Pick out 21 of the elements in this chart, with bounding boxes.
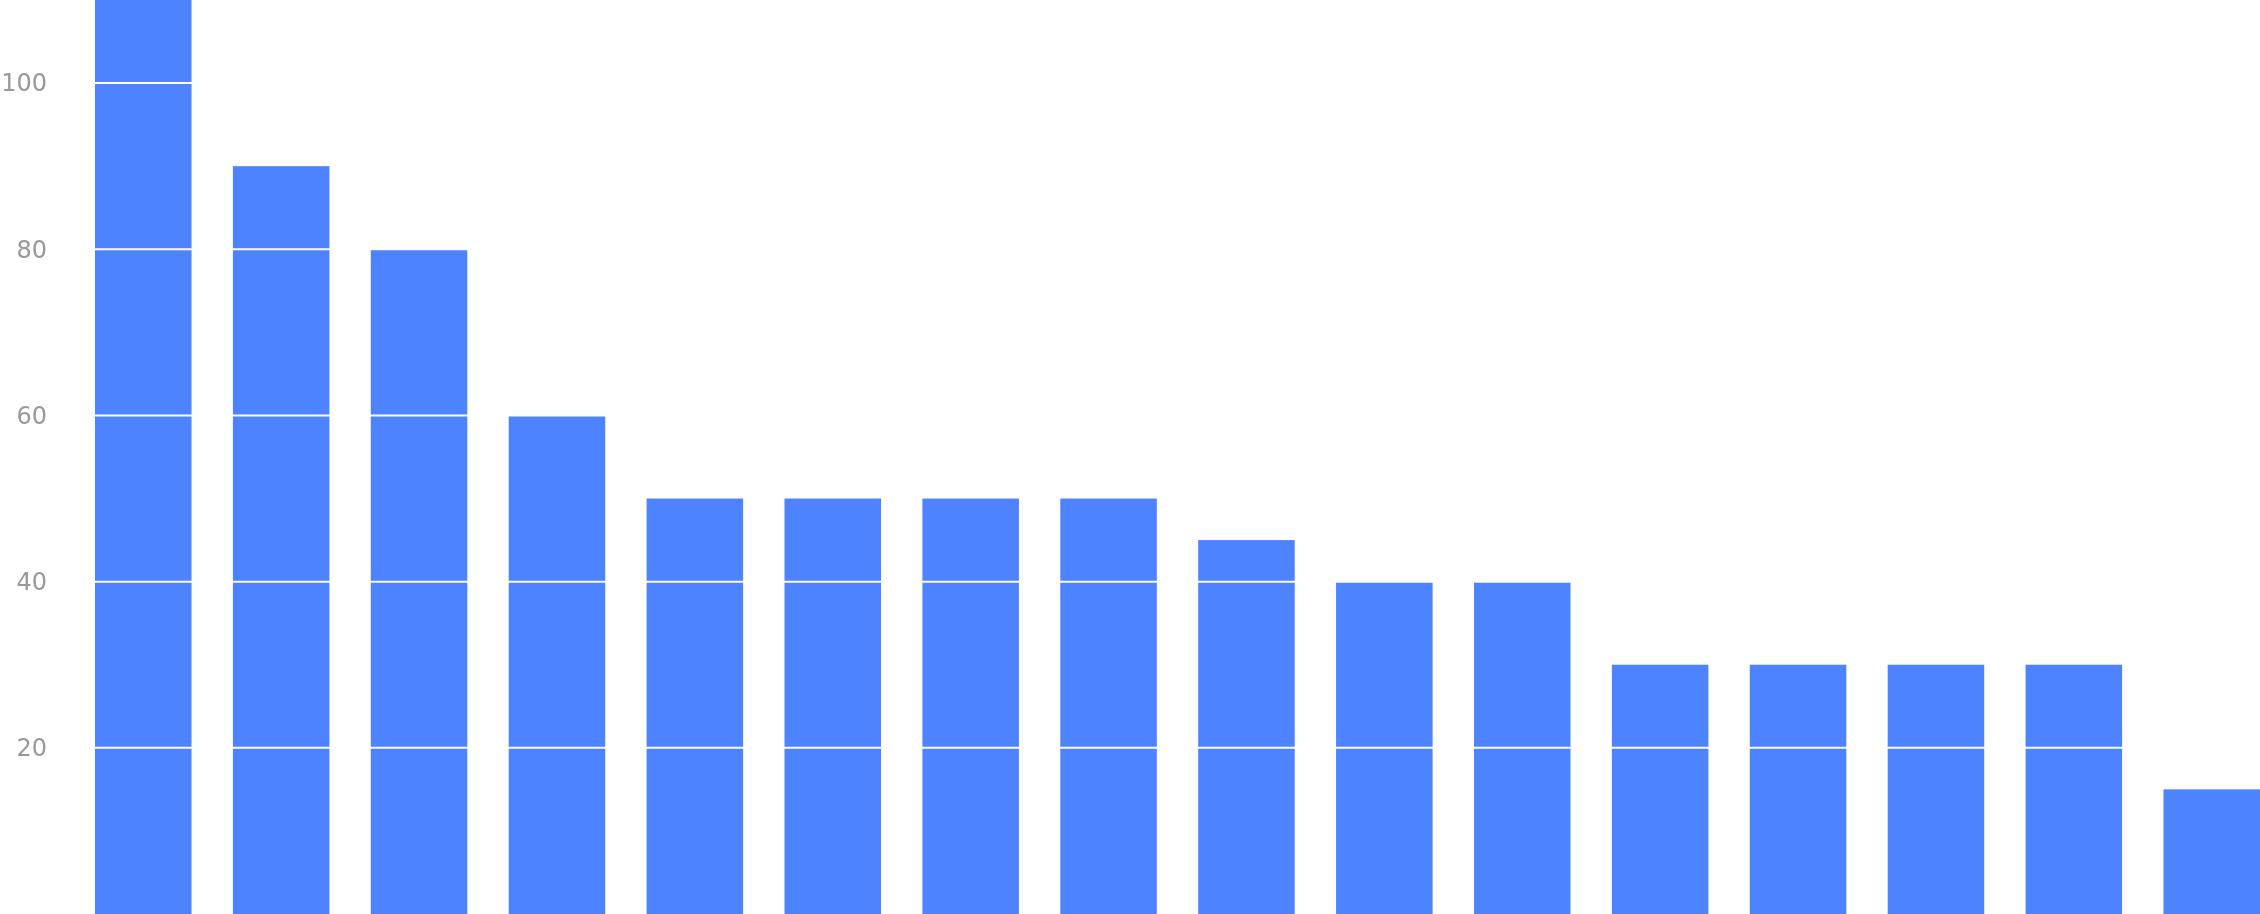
bar bbox=[1336, 581, 1433, 914]
bar bbox=[1060, 498, 1157, 914]
bar bbox=[2163, 789, 2260, 914]
bar bbox=[1473, 581, 1571, 914]
y-tick-label: 20 bbox=[16, 734, 47, 763]
y-tick-label: 100 bbox=[1, 69, 47, 98]
bar bbox=[784, 498, 882, 914]
bar bbox=[95, 0, 192, 914]
bar bbox=[1198, 540, 1295, 914]
y-tick-label: 40 bbox=[16, 568, 47, 597]
bar bbox=[508, 415, 606, 914]
bar bbox=[1749, 664, 1847, 914]
bar bbox=[646, 498, 744, 914]
bar bbox=[370, 249, 468, 914]
bar bbox=[1887, 664, 1985, 914]
bar bbox=[1611, 664, 1709, 914]
y-tick-label: 80 bbox=[16, 235, 47, 264]
bar bbox=[922, 498, 1019, 914]
bar bbox=[232, 166, 330, 914]
bar bbox=[2025, 664, 2123, 914]
y-tick-label: 60 bbox=[16, 401, 47, 430]
